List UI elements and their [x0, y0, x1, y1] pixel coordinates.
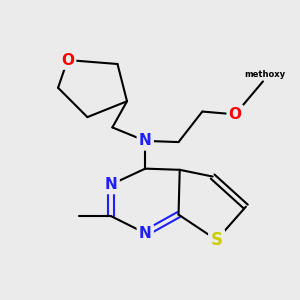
- Text: O: O: [61, 52, 74, 68]
- Text: S: S: [211, 231, 223, 249]
- Text: N: N: [105, 177, 118, 192]
- Text: methoxy: methoxy: [244, 70, 286, 79]
- Text: N: N: [139, 226, 152, 241]
- Text: N: N: [139, 134, 152, 148]
- Text: O: O: [229, 107, 242, 122]
